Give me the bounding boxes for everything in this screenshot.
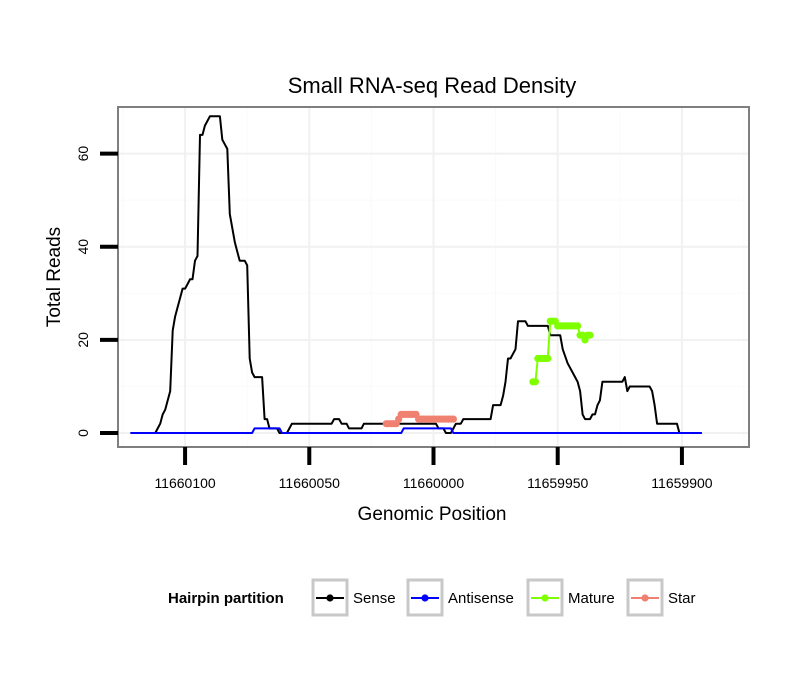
data-point-mature <box>531 378 540 386</box>
legend-label-star: Star <box>668 590 696 607</box>
y-tick-label: 0 <box>75 429 91 437</box>
y-tick-label: 60 <box>75 146 91 162</box>
data-point-star <box>449 415 457 423</box>
chart-title: Small RNA-seq Read Density <box>288 73 577 98</box>
series-line-sense <box>130 115 702 434</box>
legend-key-dot-antisense <box>421 594 429 602</box>
legend-label-antisense: Antisense <box>448 590 514 607</box>
series-line-antisense <box>130 427 702 434</box>
legend: Hairpin partition Sense Antisense Mature Sta… <box>168 578 696 617</box>
x-tick-label: 11659900 <box>651 475 712 491</box>
y-axis-title: Total Reads <box>44 227 65 327</box>
x-tick-label: 11660050 <box>279 475 340 491</box>
grid-lines <box>118 107 749 447</box>
legend-key-dot-star <box>641 594 649 602</box>
y-tick-label: 40 <box>75 239 91 255</box>
data-layer <box>130 115 702 434</box>
legend-key-dot-sense <box>326 594 334 602</box>
x-axis-title: Genomic Position <box>358 504 507 525</box>
y-tick-label: 20 <box>75 332 91 348</box>
legend-label-sense: Sense <box>353 590 396 607</box>
data-point-mature <box>544 354 552 363</box>
legend-title: Hairpin partition <box>168 590 284 607</box>
axes: 11660100 11660050 11660000 11659950 11659900… <box>75 146 713 491</box>
x-tick-label: 11660000 <box>403 475 464 491</box>
data-point-mature <box>574 322 582 330</box>
legend-label-mature: Mature <box>568 590 615 607</box>
x-tick-label: 11659950 <box>527 475 588 491</box>
x-tick-label: 11660100 <box>154 475 215 491</box>
data-point-mature <box>586 331 594 339</box>
legend-key-dot-mature <box>541 594 549 602</box>
